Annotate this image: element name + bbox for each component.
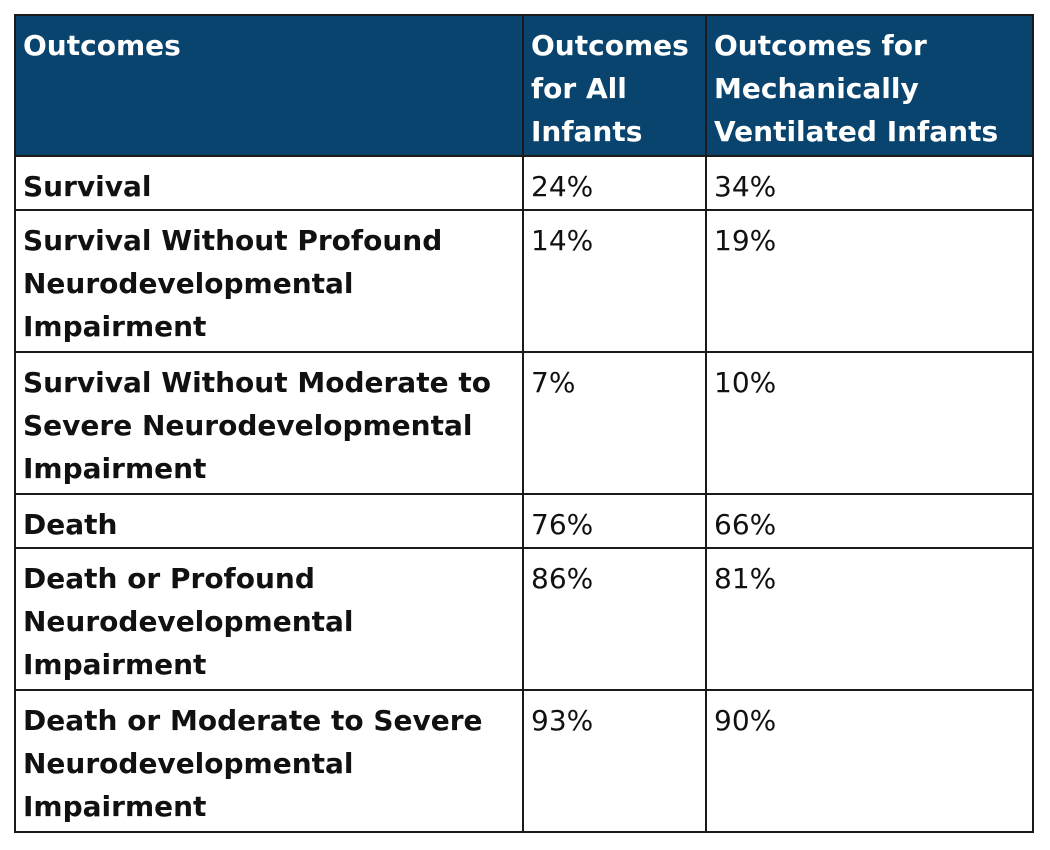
outcome-label: Survival Without Moderate to Severe Neur… [14,351,524,495]
table-body: Survival 24% 34% Survival Without Profound … [14,155,1034,833]
outcomes-table: Outcomes Outcomes for All Infants Outcomes… [14,14,1034,833]
table-row: Survival 24% 34% [14,155,1034,211]
percent-cell: 24% [522,155,707,211]
table-row: Survival Without Moderate to Severe Neur… [14,351,1034,495]
table-row: Death or Profound Neurodevelopmental Imp… [14,547,1034,691]
percent-cell: 19% [705,209,1034,353]
percent-cell: 81% [705,547,1034,691]
percent-cell: 86% [522,547,707,691]
percent-cell: 76% [522,493,707,549]
table-row: Death or Moderate to Severe Neurodevelop… [14,689,1034,833]
header-cell: Outcomes [14,14,524,157]
header-cell: Outcomes for All Infants [522,14,707,157]
outcome-label: Death or Moderate to Severe Neurodevelop… [14,689,524,833]
percent-cell: 10% [705,351,1034,495]
table-row: Survival Without Profound Neurodevelopme… [14,209,1034,353]
outcome-label: Survival Without Profound Neurodevelopme… [14,209,524,353]
percent-cell: 66% [705,493,1034,549]
percent-cell: 7% [522,351,707,495]
percent-cell: 93% [522,689,707,833]
table-row: Death 76% 66% [14,493,1034,549]
header-cell: Outcomes for Mechanically Ventilated Inf… [705,14,1034,157]
percent-cell: 34% [705,155,1034,211]
outcome-label: Death or Profound Neurodevelopmental Imp… [14,547,524,691]
outcome-label: Death [14,493,524,549]
percent-cell: 14% [522,209,707,353]
header-row: Outcomes Outcomes for All Infants Outcomes… [14,14,1034,157]
percent-cell: 90% [705,689,1034,833]
outcome-label: Survival [14,155,524,211]
